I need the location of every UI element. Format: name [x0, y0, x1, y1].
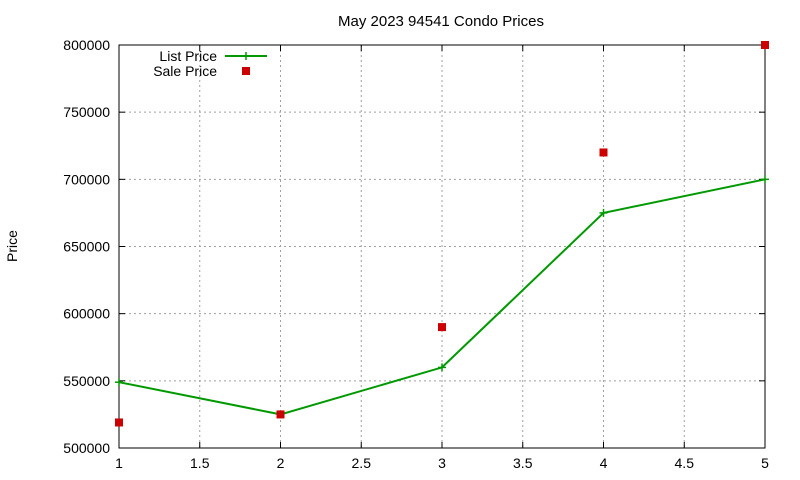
legend-item-sale-price: Sale Price: [153, 63, 250, 79]
y-tick-label: 550000: [63, 373, 110, 389]
list-price-point: [438, 363, 446, 372]
chart-title: May 2023 94541 Condo Prices: [338, 13, 544, 30]
y-tick-label: 650000: [63, 239, 110, 255]
sale-price-point: [761, 41, 769, 49]
grid-lines: [119, 45, 765, 448]
y-tick-label: 600000: [63, 306, 110, 322]
list-price-point: [761, 175, 769, 184]
sale-price-point: [115, 418, 123, 427]
sale-price-point: [599, 148, 608, 157]
y-tick-label: 700000: [63, 171, 110, 187]
x-tick-label: 1.5: [190, 455, 210, 471]
x-tick-label: 2: [277, 455, 285, 471]
x-tick-label: 1: [115, 455, 123, 471]
sale-price-series: [115, 41, 769, 427]
list-price-point: [115, 378, 123, 387]
y-tick-label: 500000: [63, 440, 110, 456]
x-tick-label: 3.5: [513, 455, 533, 471]
x-tick-label: 3: [438, 455, 446, 471]
axis-ticks: 1 1.5 2 2.5 3 3.5 4 4.5 5 500000 550000 600000 65000…: [63, 37, 769, 471]
legend-swatch-marker: [242, 52, 250, 60]
y-tick-label: 800000: [63, 37, 110, 53]
y-tick-label: 750000: [63, 104, 110, 120]
sale-price-point: [276, 410, 285, 419]
x-tick-label: 5: [761, 455, 769, 471]
legend-label: Sale Price: [153, 63, 217, 79]
y-axis-label: Price: [4, 230, 20, 262]
legend-item-list-price: List Price: [159, 48, 267, 64]
x-tick-label: 4: [600, 455, 608, 471]
sale-price-point: [438, 323, 446, 332]
legend-swatch-marker: [242, 67, 250, 75]
list-price-point: [599, 208, 608, 217]
x-tick-label: 4.5: [675, 455, 695, 471]
x-tick-label: 2.5: [352, 455, 372, 471]
legend-label: List Price: [159, 48, 217, 64]
series-layer: [115, 41, 769, 427]
